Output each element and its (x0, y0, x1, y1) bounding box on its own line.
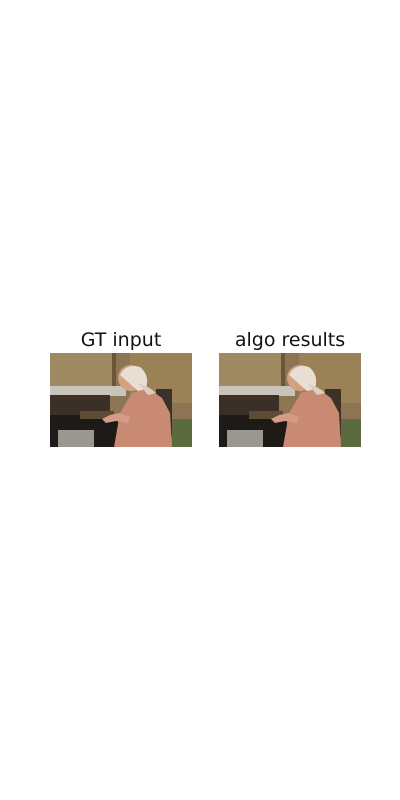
gt-input-photo (50, 353, 192, 447)
panel-title: GT input (50, 328, 192, 352)
algo-results-panel: algo results (219, 328, 361, 447)
panel-title: algo results (219, 328, 361, 352)
algo-results-photo (219, 353, 361, 447)
gt-input-panel: GT input (50, 328, 192, 447)
